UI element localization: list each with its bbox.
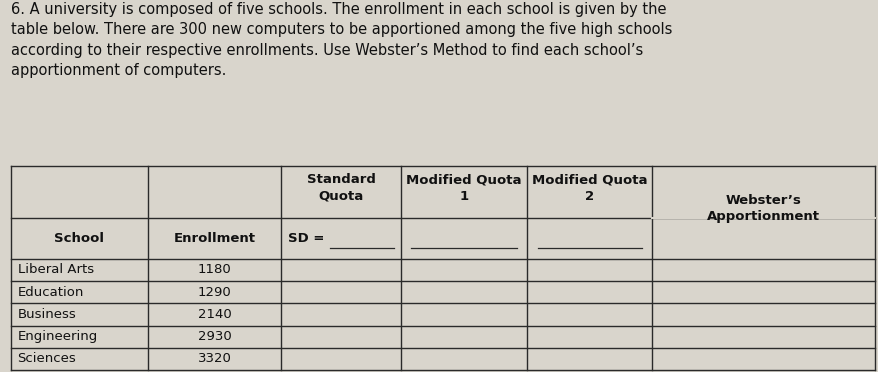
Text: School: School bbox=[54, 232, 104, 244]
Text: Business: Business bbox=[18, 308, 76, 321]
Text: Webster’s
Apportionment: Webster’s Apportionment bbox=[706, 193, 819, 223]
Text: 2930: 2930 bbox=[198, 330, 231, 343]
Text: Enrollment: Enrollment bbox=[173, 232, 255, 244]
Text: Engineering: Engineering bbox=[18, 330, 97, 343]
Text: SD =: SD = bbox=[288, 232, 324, 244]
Text: Modified Quota
1: Modified Quota 1 bbox=[406, 173, 522, 203]
Text: 6. A university is composed of five schools. The enrollment in each school is gi: 6. A university is composed of five scho… bbox=[11, 2, 671, 78]
Text: 1290: 1290 bbox=[198, 286, 231, 298]
Text: 3320: 3320 bbox=[198, 353, 231, 365]
Text: Standard
Quota: Standard Quota bbox=[306, 173, 375, 203]
Text: Education: Education bbox=[18, 286, 84, 298]
Text: Sciences: Sciences bbox=[18, 353, 76, 365]
Text: Liberal Arts: Liberal Arts bbox=[18, 263, 94, 276]
Text: 2140: 2140 bbox=[198, 308, 231, 321]
Text: Modified Quota
2: Modified Quota 2 bbox=[531, 173, 647, 203]
Text: 1180: 1180 bbox=[198, 263, 231, 276]
